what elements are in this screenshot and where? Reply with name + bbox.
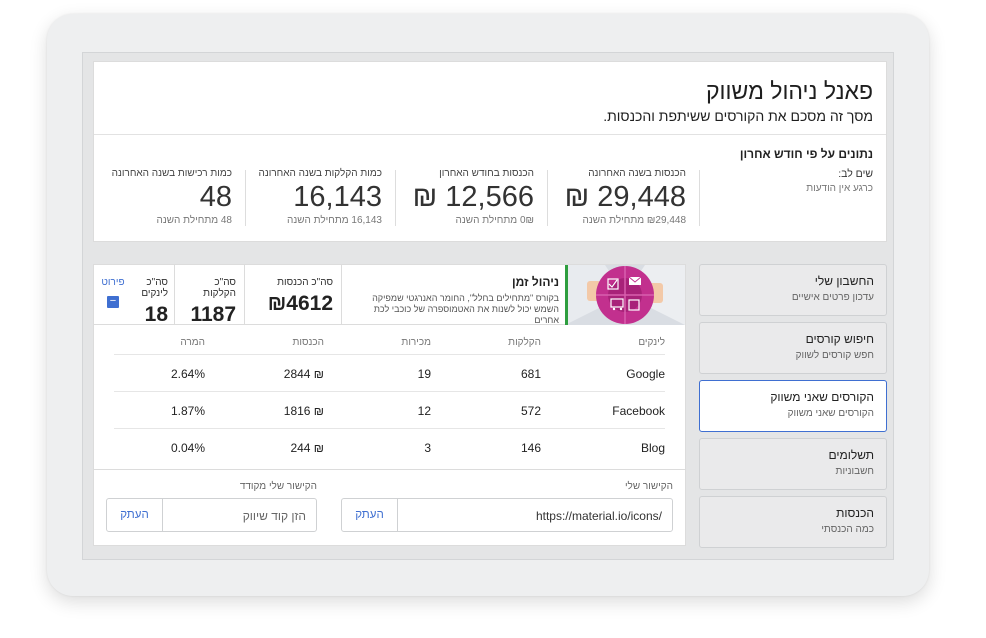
stat-value: 16,143 xyxy=(293,181,382,213)
sidebar-item-search-courses[interactable]: חיפוש קורסים חפש קורסים לשווק xyxy=(699,322,887,374)
stat-divider xyxy=(547,170,548,226)
notice-text: כרגע אין הודעות xyxy=(806,183,873,194)
col-clicks: הקלקות xyxy=(508,337,541,348)
total-income-label: סה"כ הכנסות xyxy=(277,277,333,288)
course-description: בקורס "מתחילים בחלל", החומר האנרגטי שמפי… xyxy=(372,293,559,325)
course-info: ניהול זמן בקורס "מתחילים בחלל", החומר הא… xyxy=(347,275,559,326)
sidebar-item-sub: הקורסים שאני משווק xyxy=(787,408,874,419)
table-header: לינקים הקלקות מכירות הכנסות המרה xyxy=(114,335,665,355)
section-title: נתונים על פי חודש אחרון xyxy=(739,147,873,161)
cell-clicks: 681 xyxy=(520,367,541,381)
total-clicks-value: 1187 xyxy=(190,303,236,326)
col-sales: מכירות xyxy=(401,337,431,348)
sidebar-item-payments[interactable]: תשלומים חשבוניות xyxy=(699,438,887,490)
details-toggle[interactable]: פירוט − xyxy=(94,265,132,325)
stat-label: כמות רכישות בשנה האחרונה xyxy=(111,168,232,179)
course-summary-bar: ניהול זמן בקורס "מתחילים בחלל", החומר הא… xyxy=(94,265,685,326)
my-link-field[interactable]: https://material.io/icons/ העתק xyxy=(341,498,673,532)
course-thumbnail[interactable] xyxy=(565,265,685,325)
course-panel: ניהול זמן בקורס "מתחילים בחלל", החומר הא… xyxy=(93,264,686,546)
total-income: סה"כ הכנסות ₪4612 xyxy=(245,265,342,325)
total-clicks-label: סה"כ הקלקות xyxy=(203,277,236,299)
stat-sub: ₪29,448 מתחילת השנה xyxy=(582,215,686,226)
header-panel: פאנל ניהול משווק מסך זה מסכם את הקורסים … xyxy=(93,61,887,242)
page-title: פאנל ניהול משווק xyxy=(705,78,873,104)
collapse-icon[interactable]: − xyxy=(107,296,119,308)
cell-income: ₪ 244 xyxy=(290,441,324,455)
cell-clicks: 572 xyxy=(520,404,541,418)
stat-value: 29,448 ₪ xyxy=(564,181,686,213)
cell-conversion: 0.04% xyxy=(170,441,205,455)
cell-link: Facebook xyxy=(612,404,665,418)
cell-income: ₪ 2844 xyxy=(283,367,324,381)
course-illustration-icon xyxy=(568,265,685,325)
total-links-value: 18 xyxy=(144,303,168,326)
cell-sales: 3 xyxy=(424,441,431,455)
course-title: ניהול זמן xyxy=(512,275,559,289)
marketing-code-input[interactable]: הזן קוד שיווק xyxy=(242,509,306,523)
stat-label: הכנסות בחודש האחרון xyxy=(439,168,534,179)
total-links-label: סה"כ לינקים xyxy=(141,277,168,299)
stat-sub: 16,143 מתחילת השנה xyxy=(287,215,382,226)
stat-divider xyxy=(395,170,396,226)
sidebar-item-my-account[interactable]: החשבון שלי עדכון פרטים אישיים xyxy=(699,264,887,316)
stat-divider xyxy=(245,170,246,226)
sidebar-item-title: הקורסים שאני משווק xyxy=(770,390,874,404)
sidebar-item-title: הכנסות xyxy=(836,506,874,520)
stat-sub: 48 מתחילת השנה xyxy=(156,215,232,226)
sidebar-item-sub: חפש קורסים לשווק xyxy=(795,350,874,361)
sidebar-item-income[interactable]: הכנסות כמה הכנסתי xyxy=(699,496,887,548)
details-label: פירוט xyxy=(101,277,125,288)
table-row: Facebook 572 12 ₪ 1816 1.87% xyxy=(114,392,665,429)
col-links: לינקים xyxy=(638,337,665,348)
sidebar-item-sub: עדכון פרטים אישיים xyxy=(791,292,874,303)
coded-link-label: הקישור שלי מקודד xyxy=(239,481,317,492)
notice: שים לב: כרגע אין הודעות xyxy=(806,168,873,194)
cell-conversion: 1.87% xyxy=(170,404,205,418)
total-income-value: ₪4612 xyxy=(267,292,333,315)
sidebar-item-my-marketed-courses[interactable]: הקורסים שאני משווק הקורסים שאני משווק xyxy=(699,380,887,432)
col-income: הכנסות xyxy=(292,337,324,348)
cell-clicks: 146 xyxy=(520,441,541,455)
page-subtitle: מסך זה מסכם את הקורסים ששיתפת והכנסות. xyxy=(603,108,873,124)
sidebar-item-sub: כמה הכנסתי xyxy=(821,524,874,535)
sidebar-item-title: תשלומים xyxy=(828,448,874,462)
col-conversion: המרה xyxy=(180,337,205,348)
links-divider xyxy=(94,469,685,470)
table-row: Google 681 19 ₪ 2844 2.64% xyxy=(114,355,665,392)
sidebar: החשבון שלי עדכון פרטים אישיים חיפוש קורס… xyxy=(699,264,887,554)
stat-label: כמות הקלקות בשנה האחרונה xyxy=(258,168,382,179)
cell-income: ₪ 1816 xyxy=(283,404,324,418)
my-link-label: הקישור שלי xyxy=(624,481,673,492)
sidebar-item-sub: חשבוניות xyxy=(835,466,874,477)
stat-yearly-income: הכנסות בשנה האחרונה 29,448 ₪ ₪29,448 מתח… xyxy=(546,168,686,226)
total-clicks: סה"כ הקלקות 1187 xyxy=(175,265,245,326)
total-links: סה"כ לינקים 18 xyxy=(130,265,175,326)
sidebar-item-title: החשבון שלי xyxy=(814,274,874,288)
stat-divider xyxy=(699,170,700,226)
copy-link-button[interactable]: העתק xyxy=(342,499,398,531)
stat-yearly-clicks: כמות הקלקות בשנה האחרונה 16,143 16,143 מ… xyxy=(242,168,382,226)
header-divider xyxy=(94,134,886,135)
stat-yearly-purchases: כמות רכישות בשנה האחרונה 48 48 מתחילת הש… xyxy=(92,168,232,226)
cell-sales: 12 xyxy=(417,404,431,418)
cell-link: Google xyxy=(626,367,665,381)
links-table: לינקים הקלקות מכירות הכנסות המרה Google … xyxy=(114,335,665,466)
cell-conversion: 2.64% xyxy=(170,367,205,381)
stat-value: 12,566 ₪ xyxy=(412,181,534,213)
my-link-group: הקישור שלי https://material.io/icons/ הע… xyxy=(341,481,673,532)
my-link-value[interactable]: https://material.io/icons/ xyxy=(535,509,662,523)
coded-link-field[interactable]: הזן קוד שיווק העתק xyxy=(106,498,317,532)
copy-coded-link-button[interactable]: העתק xyxy=(107,499,163,531)
stat-sub: 0₪ מתחילת השנה xyxy=(455,215,534,226)
stat-value: 48 xyxy=(199,181,232,213)
sidebar-item-title: חיפוש קורסים xyxy=(805,332,874,346)
stat-label: הכנסות בשנה האחרונה xyxy=(588,168,686,179)
coded-link-group: הקישור שלי מקודד הזן קוד שיווק העתק xyxy=(106,481,317,532)
cell-link: Blog xyxy=(640,441,665,455)
cell-sales: 19 xyxy=(417,367,431,381)
stat-monthly-income: הכנסות בחודש האחרון 12,566 ₪ 0₪ מתחילת ה… xyxy=(394,168,534,226)
notice-title: שים לב: xyxy=(838,168,873,180)
table-row: Blog 146 3 ₪ 244 0.04% xyxy=(114,429,665,466)
